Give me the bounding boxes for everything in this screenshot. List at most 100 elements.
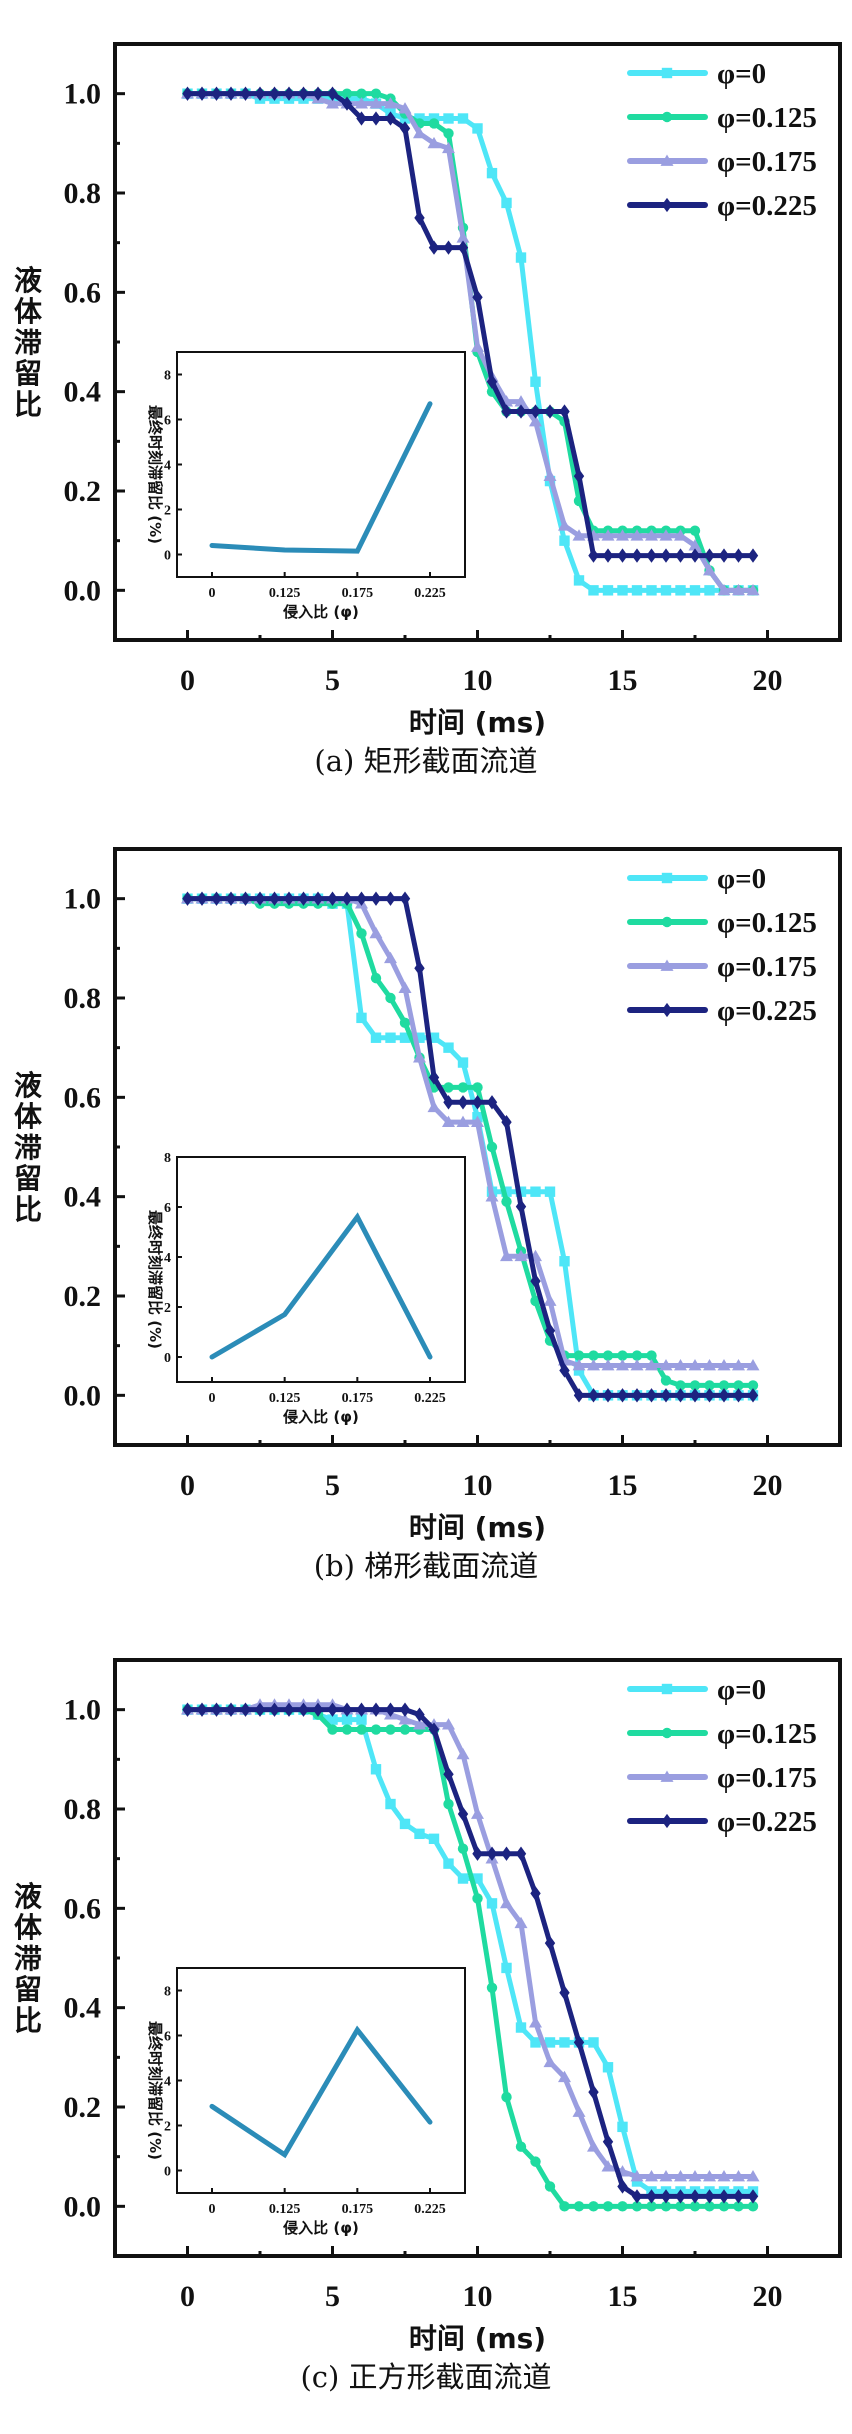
legend-marker <box>661 1683 673 1695</box>
y-tick-label: 0.8 <box>64 177 102 210</box>
data-point <box>544 2037 556 2048</box>
data-point <box>384 97 397 109</box>
y-tick-label: 0.0 <box>64 574 102 607</box>
data-point <box>675 1380 686 1391</box>
data-point <box>341 891 353 906</box>
data-point <box>341 96 353 111</box>
caption-a: (a) 矩形截面流道 <box>314 744 538 778</box>
data-point <box>572 529 586 541</box>
data-point <box>660 2201 672 2212</box>
data-point <box>443 240 454 255</box>
data-point <box>573 2201 585 2212</box>
data-point <box>385 111 396 126</box>
data-point <box>645 2170 658 2182</box>
data-point <box>704 548 715 563</box>
inset-x-tick-label: 0.175 <box>342 586 374 601</box>
data-point <box>240 891 251 906</box>
inset-y-axis-title: 最终时刻滞留比 (%) <box>146 405 164 544</box>
data-point <box>385 1032 396 1043</box>
y-tick-label: 0.6 <box>64 276 102 309</box>
legend-marker <box>661 1002 673 1018</box>
data-point <box>573 468 585 484</box>
data-point <box>501 2091 512 2103</box>
legend-label: φ=0.175 <box>717 146 817 178</box>
data-point <box>602 2062 614 2073</box>
data-point <box>733 1388 744 1403</box>
data-point <box>457 1082 469 1093</box>
legend-marker <box>661 67 673 79</box>
data-point <box>501 1186 512 1197</box>
data-point <box>211 86 222 101</box>
data-point <box>370 1702 382 1717</box>
data-point <box>617 2201 628 2212</box>
data-point <box>515 2141 527 2152</box>
y-tick-label: 0.8 <box>64 982 102 1015</box>
data-point <box>442 1718 455 1730</box>
data-point <box>703 2170 716 2182</box>
x-tick-label: 15 <box>608 664 638 697</box>
legend-label: φ=0 <box>717 1674 766 1706</box>
data-point <box>530 2037 541 2048</box>
inset-y-tick-label: 2 <box>164 504 171 519</box>
series-2 <box>181 1698 760 2182</box>
data-point <box>399 1702 411 1717</box>
panel-a: 0 5 10 15 20 0.0 0.2 0.4 0.6 0.8 1.0 时间 (ms) 液体滞留比 φ=… <box>0 0 852 805</box>
data-point <box>269 86 280 101</box>
data-point <box>457 240 469 255</box>
y-tick-label: 1.0 <box>64 1694 102 1727</box>
data-point <box>501 404 512 419</box>
data-point <box>617 1350 628 1361</box>
data-point <box>283 86 295 101</box>
legend: φ=0 φ=0.125 φ=0.175 φ=0.225 <box>627 1674 817 1838</box>
data-point <box>486 374 498 389</box>
data-point <box>370 972 382 984</box>
data-point <box>645 529 658 541</box>
data-point <box>559 2037 570 2048</box>
data-point <box>747 2201 759 2212</box>
data-point <box>717 583 731 596</box>
data-point <box>312 86 324 101</box>
y-axis-title-char: 滞 <box>14 326 42 359</box>
data-point <box>327 891 338 906</box>
data-point <box>398 1713 412 1725</box>
legend-label: φ=0 <box>717 58 766 90</box>
data-point <box>645 1359 658 1371</box>
data-point <box>399 1032 411 1043</box>
data-point <box>385 891 396 906</box>
inset-y-tick-label: 0 <box>164 2165 171 2180</box>
data-point <box>602 1350 614 1361</box>
data-point <box>486 167 498 179</box>
inset-y-tick-label: 8 <box>164 1151 171 1166</box>
data-point <box>573 1365 585 1376</box>
caption-c: (c) 正方形截面流道 <box>300 2360 552 2394</box>
legend-marker <box>661 872 673 884</box>
data-point <box>630 529 644 541</box>
data-point <box>414 210 425 225</box>
y-tick-label: 0.6 <box>64 1892 102 1925</box>
inset-y-tick-label: 6 <box>164 2030 171 2045</box>
data-point <box>384 951 397 964</box>
data-point <box>398 102 412 114</box>
data-point <box>602 1388 614 1403</box>
data-point <box>500 1249 513 1262</box>
data-point <box>689 548 701 563</box>
y-axis-title-char: 液 <box>14 1880 42 1913</box>
y-tick-label: 0.2 <box>64 475 102 508</box>
data-point <box>399 121 411 136</box>
data-point <box>399 1017 411 1029</box>
legend-marker <box>661 111 673 123</box>
data-point <box>356 111 367 126</box>
y-axis-title-char: 比 <box>14 388 42 421</box>
data-point <box>588 2201 599 2212</box>
inset-x-tick-label: 0 <box>209 2202 216 2217</box>
data-point <box>630 1359 644 1371</box>
inset-y-tick-label: 0 <box>164 549 171 564</box>
data-point <box>485 1190 499 1202</box>
y-tick-label: 0.0 <box>64 2190 102 2223</box>
data-point <box>530 1886 541 1901</box>
data-point <box>472 123 483 134</box>
inset-y-tick-label: 6 <box>164 1201 171 1216</box>
data-point <box>427 136 441 149</box>
data-point <box>588 1388 599 1403</box>
